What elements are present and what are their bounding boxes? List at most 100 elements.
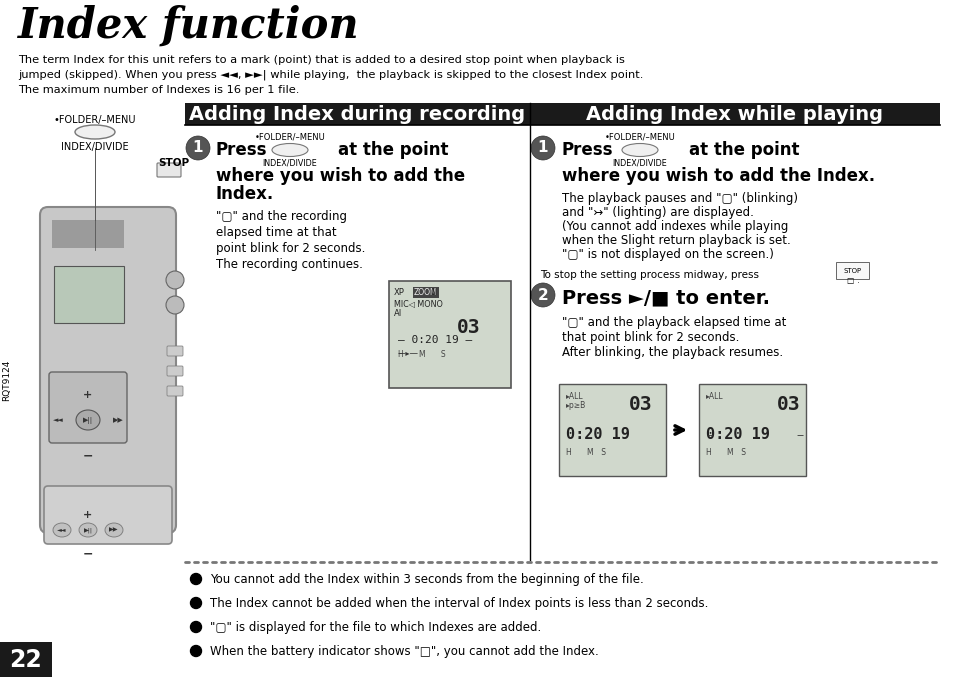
Text: at the point: at the point [337,141,448,159]
FancyBboxPatch shape [699,384,805,476]
FancyBboxPatch shape [49,372,127,443]
Text: Adding Index during recording: Adding Index during recording [190,104,525,123]
Text: •FOLDER/–MENU: •FOLDER/–MENU [53,115,136,125]
Text: (You cannot add indexes while playing: (You cannot add indexes while playing [561,220,787,233]
Ellipse shape [75,125,115,139]
Text: 2: 2 [537,288,548,303]
Text: that point blink for 2 seconds.: that point blink for 2 seconds. [561,331,739,344]
Text: H  M S: H M S [705,448,745,457]
Text: ‒ 0:20 19 ‒: ‒ 0:20 19 ‒ [397,335,472,345]
Text: Press: Press [561,141,613,159]
Text: "▢" is displayed for the file to which Indexes are added.: "▢" is displayed for the file to which I… [210,621,540,634]
Text: −: − [83,548,93,561]
Text: ▶||: ▶|| [84,527,92,533]
Text: 03: 03 [776,395,800,414]
Text: ◄◄: ◄◄ [52,417,63,423]
Circle shape [531,283,555,307]
Text: ZOOM: ZOOM [414,288,437,297]
Text: where you wish to add the Index.: where you wish to add the Index. [561,167,874,185]
Text: To stop the setting process midway, press: To stop the setting process midway, pres… [539,270,759,280]
Text: The term Index for this unit refers to a mark (point) that is added to a desired: The term Index for this unit refers to a… [18,55,624,65]
FancyBboxPatch shape [389,281,511,388]
Text: ▶▶: ▶▶ [112,417,123,423]
Text: +: + [83,390,92,400]
Text: ▸ALL: ▸ALL [705,392,723,401]
Text: INDEX/DIVIDE: INDEX/DIVIDE [61,142,129,152]
Text: H  M S: H M S [565,448,605,457]
Text: AI: AI [394,309,402,318]
FancyBboxPatch shape [185,103,530,125]
Text: 03: 03 [456,318,479,337]
Ellipse shape [621,144,658,156]
FancyBboxPatch shape [558,384,665,476]
Ellipse shape [105,523,123,537]
Text: ▸ALL: ▸ALL [565,392,583,401]
FancyBboxPatch shape [40,207,175,533]
Text: STOP: STOP [158,158,189,168]
Text: Adding Index while playing: Adding Index while playing [586,104,882,123]
Text: "▢" and the recording: "▢" and the recording [215,210,347,223]
Text: ‒: ‒ [795,430,802,440]
Text: "▢" and the playback elapsed time at: "▢" and the playback elapsed time at [561,316,785,329]
Circle shape [191,621,201,632]
Circle shape [166,296,184,314]
Text: XP: XP [394,288,404,297]
Text: ◄◄: ◄◄ [57,527,67,533]
Text: When the battery indicator shows "□", you cannot add the Index.: When the battery indicator shows "□", yo… [210,645,598,658]
FancyBboxPatch shape [157,163,181,177]
Text: The Index cannot be added when the interval of Index points is less than 2 secon: The Index cannot be added when the inter… [210,597,708,610]
FancyBboxPatch shape [54,266,124,323]
FancyBboxPatch shape [836,261,868,278]
Text: RQT9124: RQT9124 [3,359,11,401]
Text: 22: 22 [10,648,42,672]
Text: +: + [83,510,92,520]
Text: —▸—: —▸— [397,348,418,357]
Text: •FOLDER/–MENU: •FOLDER/–MENU [254,133,325,142]
Text: ‒: ‒ [705,430,713,440]
Circle shape [191,573,201,584]
Text: □  .: □ . [846,276,859,285]
Text: ▶▶: ▶▶ [110,527,118,533]
FancyBboxPatch shape [167,366,183,376]
Text: H  M  S: H M S [397,350,445,359]
Text: After blinking, the playback resumes.: After blinking, the playback resumes. [561,346,782,359]
Text: INDEX/DIVIDE: INDEX/DIVIDE [262,159,317,168]
Text: 1: 1 [193,141,203,156]
FancyBboxPatch shape [0,642,52,677]
Text: at the point: at the point [688,141,799,159]
Text: ▸p≥B: ▸p≥B [565,401,586,410]
Circle shape [186,136,210,160]
Text: "▢" is not displayed on the screen.): "▢" is not displayed on the screen.) [561,248,773,261]
Text: and "↣" (lighting) are displayed.: and "↣" (lighting) are displayed. [561,206,753,219]
Circle shape [166,271,184,289]
Circle shape [191,598,201,609]
Text: −: − [83,450,93,463]
Text: Index function: Index function [18,5,359,47]
Circle shape [531,136,555,160]
Text: Index.: Index. [215,185,274,203]
Text: |||: ||| [430,288,436,295]
Text: MIC◁ MONO: MIC◁ MONO [394,299,442,308]
Text: jumped (skipped). When you press ◄◄, ►►| while playing,  the playback is skipped: jumped (skipped). When you press ◄◄, ►►|… [18,70,642,81]
Ellipse shape [272,144,308,156]
FancyBboxPatch shape [52,220,124,248]
Text: You cannot add the Index within 3 seconds from the beginning of the file.: You cannot add the Index within 3 second… [210,573,643,586]
Text: 1: 1 [537,141,548,156]
Text: INDEX/DIVIDE: INDEX/DIVIDE [612,159,667,168]
FancyBboxPatch shape [530,103,939,125]
Text: The maximum number of Indexes is 16 per 1 file.: The maximum number of Indexes is 16 per … [18,85,299,95]
Text: The playback pauses and "▢" (blinking): The playback pauses and "▢" (blinking) [561,192,797,205]
Text: 0:20 19: 0:20 19 [705,427,769,442]
Text: point blink for 2 seconds.: point blink for 2 seconds. [215,242,365,255]
Text: Press: Press [215,141,267,159]
Text: 0:20 19: 0:20 19 [565,427,629,442]
Text: where you wish to add the: where you wish to add the [215,167,465,185]
Text: ▶||: ▶|| [83,416,93,424]
Ellipse shape [76,410,100,430]
FancyBboxPatch shape [167,386,183,396]
Circle shape [191,645,201,657]
Text: when the Slight return playback is set.: when the Slight return playback is set. [561,234,790,247]
Text: 03: 03 [628,395,651,414]
Ellipse shape [79,523,97,537]
FancyBboxPatch shape [167,346,183,356]
